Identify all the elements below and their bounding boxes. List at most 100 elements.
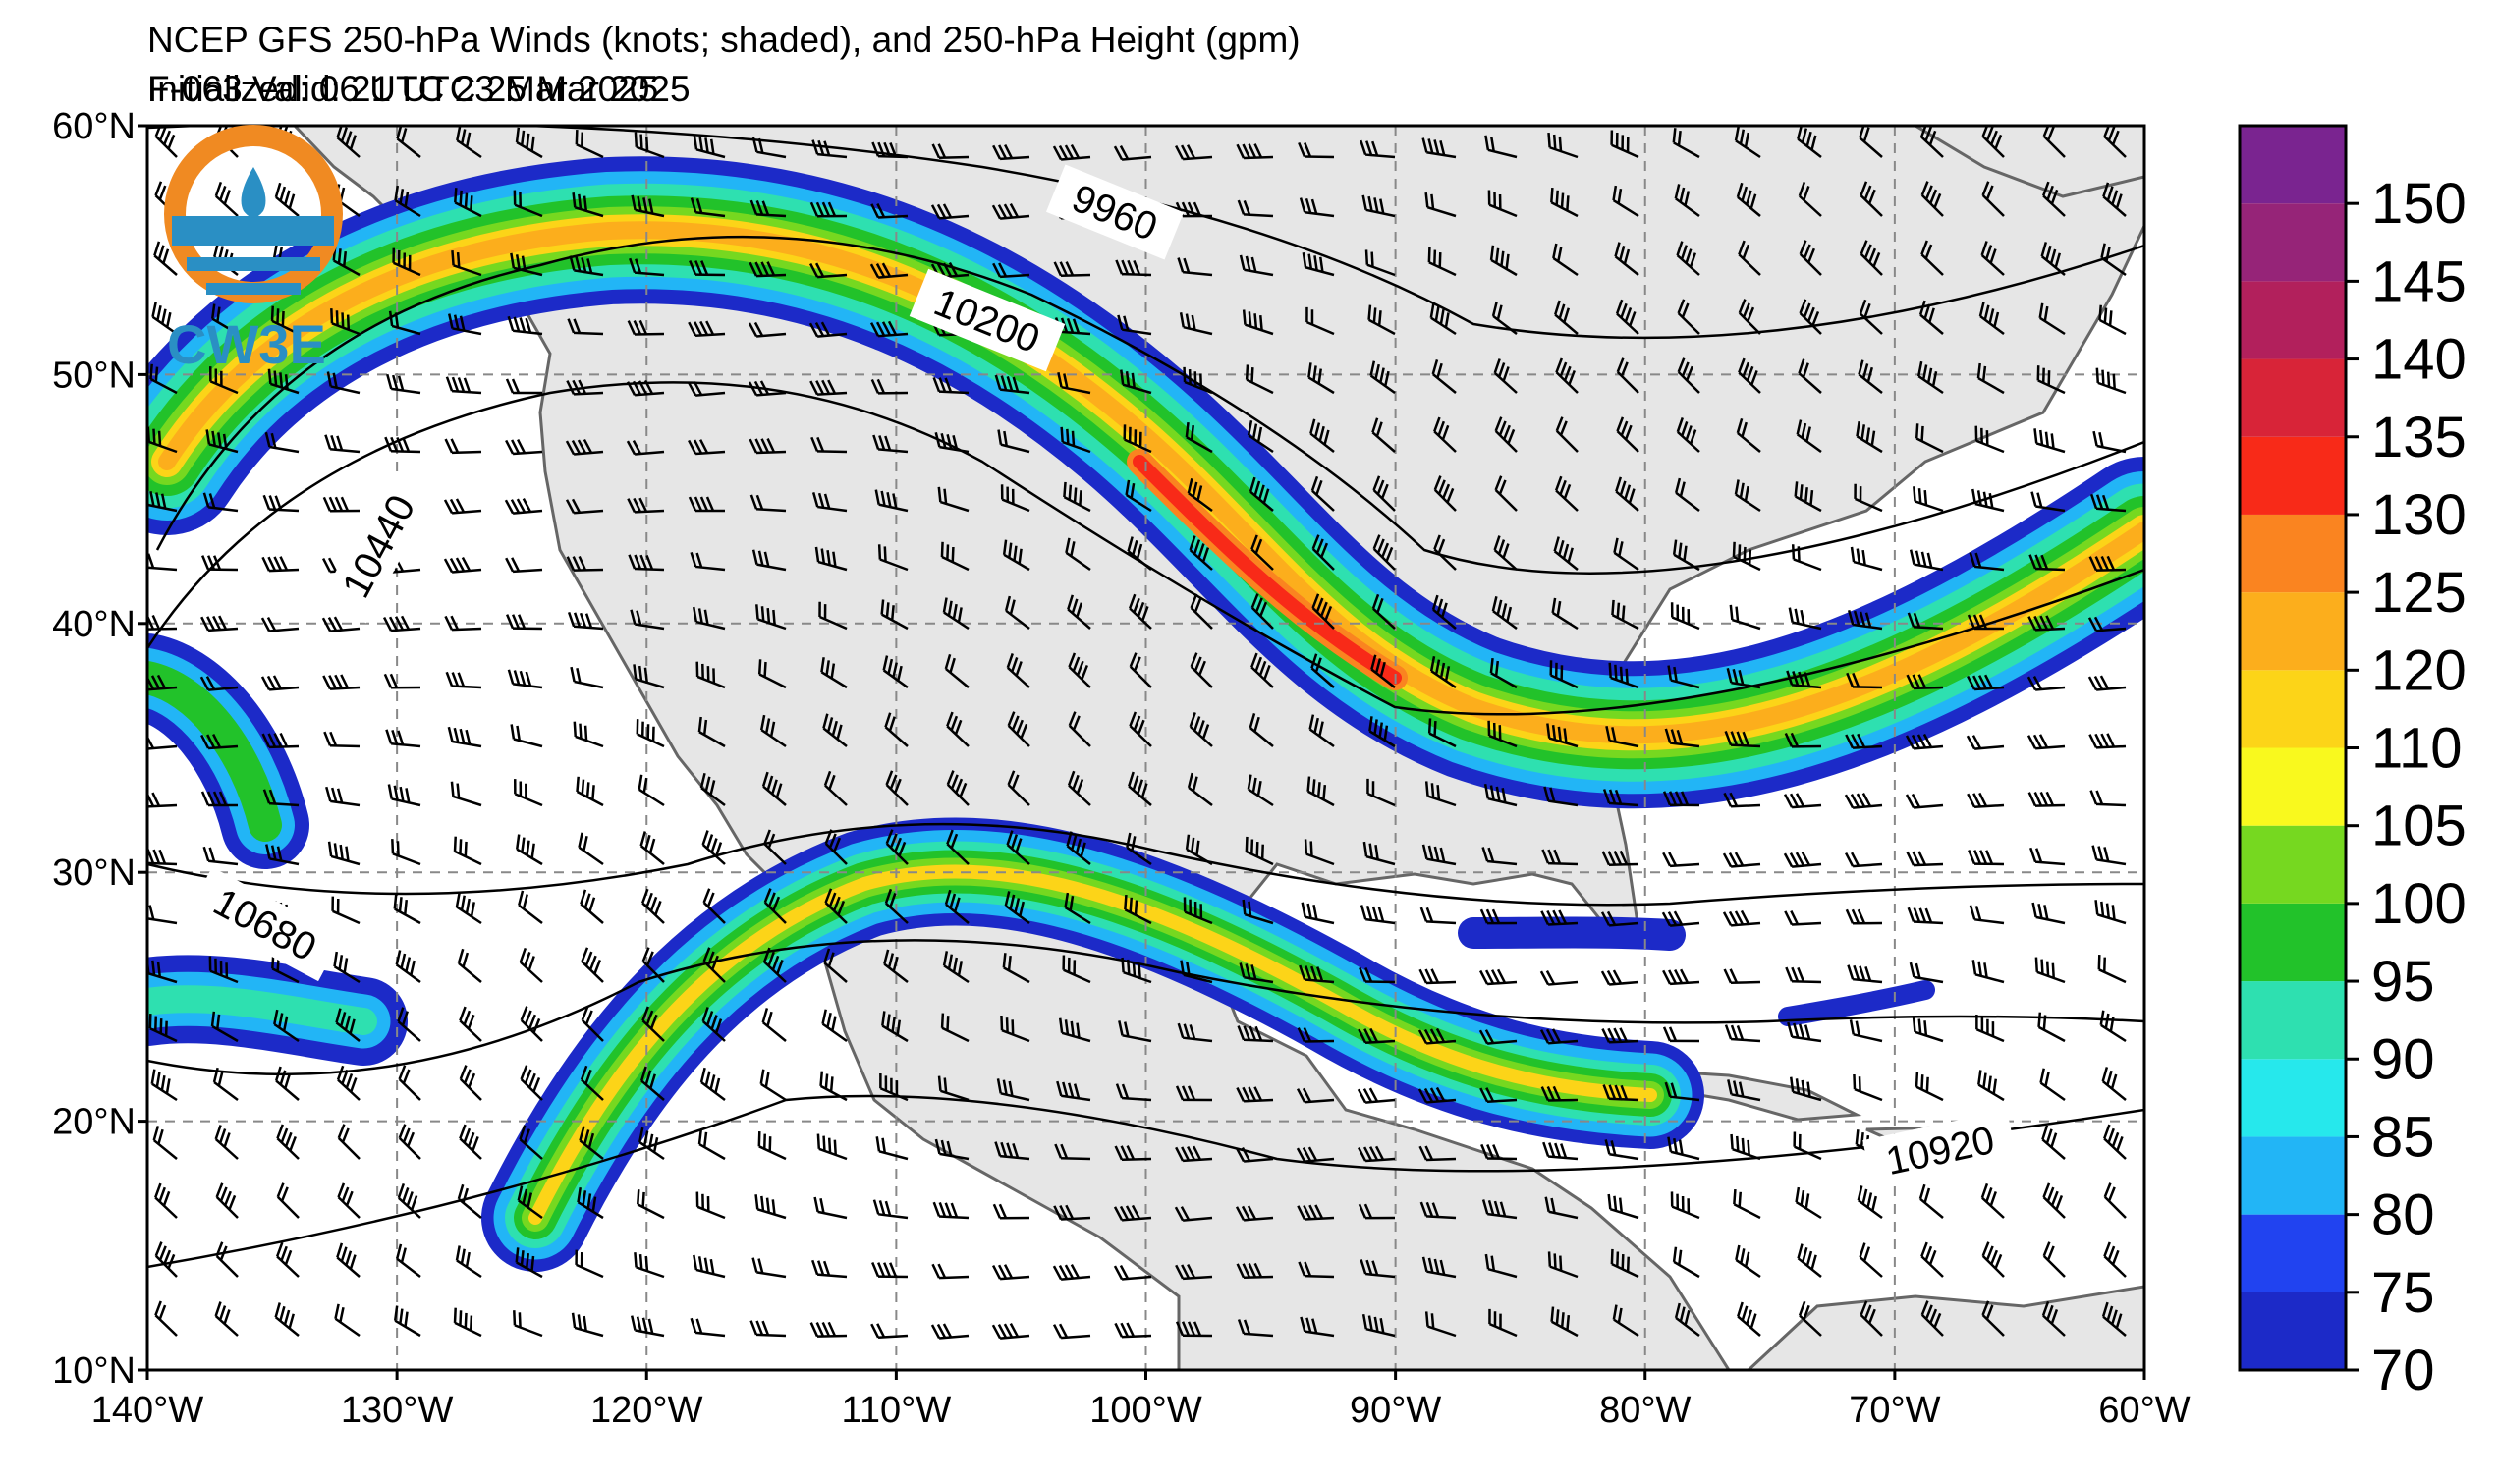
wind-barb — [388, 310, 421, 336]
wind-barb — [2040, 242, 2066, 276]
wind-barb — [1419, 907, 1457, 925]
wind-barb — [336, 1065, 361, 1101]
wind-barb — [872, 434, 909, 454]
wind-barb — [1361, 1313, 1396, 1338]
wind-barb — [580, 889, 604, 924]
wind-barb — [337, 1124, 361, 1160]
wind-barb — [513, 190, 543, 218]
wind-barb — [382, 615, 421, 632]
wind-barb — [1967, 792, 2005, 809]
wind-barb — [931, 1263, 970, 1280]
colorbar-tick-label: 120 — [2371, 638, 2467, 702]
wind-barb — [1479, 968, 1518, 986]
wind-barb — [1128, 771, 1152, 806]
lat-tick-label: 10°N — [52, 1350, 136, 1392]
wind-barb — [567, 318, 604, 336]
height-contours — [147, 126, 2144, 1269]
wind-barb — [1421, 137, 1457, 159]
wind-barb — [811, 1259, 848, 1279]
wind-barb — [1431, 594, 1457, 630]
wind-barb — [215, 1241, 239, 1278]
wind-barb — [763, 829, 787, 865]
wind-barb — [819, 1071, 848, 1102]
wind-barb — [1905, 733, 1944, 750]
wind-barb — [759, 1069, 787, 1102]
wind-barb — [2103, 126, 2127, 158]
wind-barb — [1068, 652, 1091, 688]
lon-tick-label: 80°W — [1599, 1390, 1691, 1431]
wind-barbs — [147, 126, 2127, 1340]
wind-barb — [823, 770, 848, 806]
wind-speed-shading — [147, 156, 2144, 1272]
wind-barb — [1607, 1193, 1639, 1220]
wind-barb — [1113, 1264, 1152, 1281]
wind-barb — [1661, 910, 1700, 927]
wind-barb — [1616, 416, 1639, 453]
wind-barb — [869, 320, 909, 338]
wind-barb — [1299, 964, 1335, 984]
wind-barb — [1250, 652, 1274, 688]
wind-barb — [1723, 968, 1761, 985]
wind-barb — [572, 192, 604, 218]
wind-barb — [1179, 312, 1213, 336]
wind-barb — [1612, 1304, 1639, 1338]
wind-barb — [763, 947, 787, 983]
wind-barb — [1002, 953, 1030, 984]
wind-barb — [1920, 240, 1944, 276]
wind-barb — [1978, 301, 2005, 336]
wind-barb — [1610, 1248, 1639, 1279]
wind-barb — [1493, 358, 1518, 394]
wind-barb — [505, 378, 543, 395]
wind-barb — [2099, 1010, 2127, 1043]
valid-time: F-063 Valid: 21 UTC 25 Mar 2025 — [147, 69, 691, 109]
wind-barb — [937, 486, 970, 513]
wind-barb — [1237, 1319, 1274, 1338]
wind-barb — [2041, 1125, 2066, 1160]
wind-barb — [1114, 1145, 1152, 1162]
wind-barb — [566, 379, 604, 396]
wind-barb — [992, 1203, 1030, 1220]
wind-barb — [1491, 301, 1518, 335]
wind-barb — [576, 776, 604, 807]
wind-barb — [1424, 781, 1457, 807]
wind-barb — [445, 671, 482, 689]
wind-barb — [1543, 786, 1579, 807]
wind-barb — [335, 1008, 361, 1042]
wind-barb — [1967, 614, 2005, 631]
colorbar: 70 75 80 85 90 95 100 105 110 120 125 130 135 140 145 1… — [2238, 124, 2467, 1402]
wind-barb — [1611, 599, 1639, 631]
wind-barb — [934, 432, 970, 454]
wind-barb — [1236, 143, 1274, 160]
wind-barb — [1301, 902, 1335, 925]
colorbar-tick-label: 125 — [2371, 561, 2467, 625]
wind-barb — [570, 666, 604, 689]
wind-barb — [1054, 1143, 1091, 1161]
wind-barb — [1608, 662, 1639, 689]
wind-barb — [274, 182, 300, 217]
wind-barb — [1417, 1086, 1457, 1104]
colorbar-tick-label: 80 — [2371, 1183, 2435, 1247]
wind-barb — [1249, 476, 1274, 512]
wind-barb — [1483, 783, 1518, 807]
wind-barb — [265, 844, 300, 866]
wind-barb — [1610, 130, 1639, 159]
wind-barb — [870, 202, 909, 219]
wind-barb — [1306, 776, 1335, 807]
wind-barb — [638, 1127, 665, 1161]
wind-barb — [1123, 424, 1152, 454]
wind-barb — [754, 1194, 787, 1220]
wind-barb — [1419, 1201, 1457, 1220]
wind-barb — [1311, 534, 1335, 571]
wind-barb — [688, 320, 726, 338]
wind-barb — [1309, 418, 1335, 453]
wind-barb — [1967, 674, 2005, 691]
wind-barb — [260, 616, 300, 632]
wind-barb — [2041, 1300, 2066, 1337]
wind-barb — [1676, 241, 1700, 276]
wind-barb — [940, 541, 970, 572]
wind-barb — [262, 789, 300, 807]
wind-barb — [1187, 478, 1213, 513]
wind-barb — [2042, 1182, 2066, 1219]
wind-barb — [327, 841, 361, 866]
wind-barb — [688, 496, 726, 513]
